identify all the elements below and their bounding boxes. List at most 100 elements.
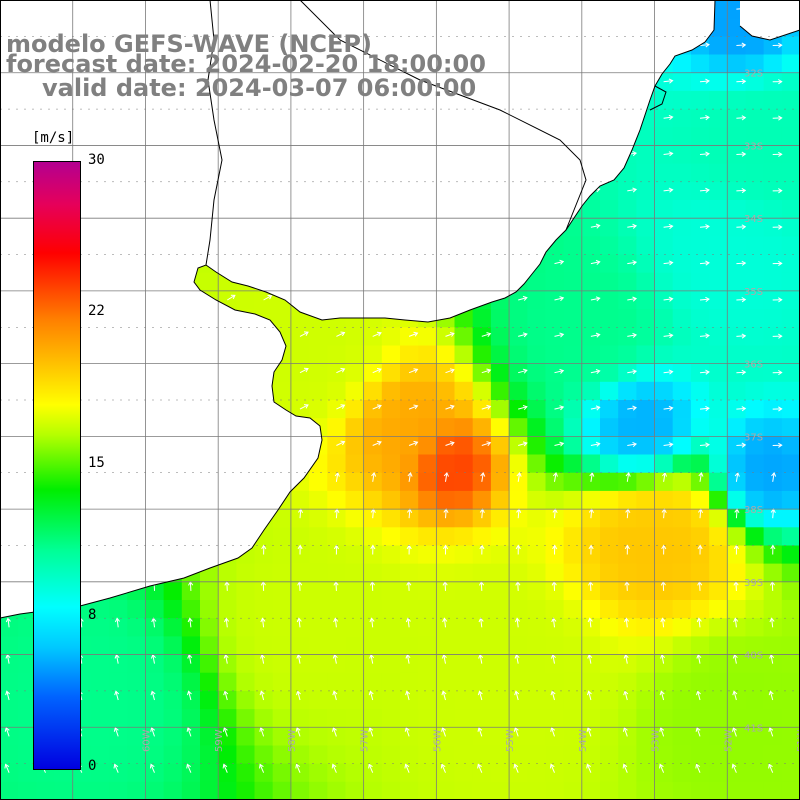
- wind-cell: [781, 490, 800, 510]
- wind-cell: [636, 254, 655, 274]
- wind-cell: [618, 272, 637, 292]
- wind-cell: [54, 781, 74, 800]
- wind-cell: [690, 54, 710, 74]
- wind-arrow-head: [449, 368, 455, 374]
- wind-cell: [636, 400, 655, 419]
- wind-cell: [709, 636, 728, 655]
- wind-arrow: [517, 472, 521, 482]
- wind-cell: [745, 290, 765, 310]
- wind-arrow-head: [404, 727, 410, 732]
- wind-arrow-head: [449, 332, 455, 337]
- wind-cell: [600, 527, 619, 546]
- wind-cell: [709, 581, 728, 601]
- wind-arrow-head: [668, 151, 674, 157]
- wind-cell: [600, 727, 619, 746]
- wind-cell: [418, 418, 437, 437]
- wind-arrow-head: [741, 224, 747, 230]
- wind-arrow-head: [660, 617, 666, 623]
- wind-cell: [454, 600, 474, 619]
- wind-cell: [727, 727, 746, 746]
- wind-cell: [709, 472, 728, 492]
- wind-cell: [563, 581, 583, 601]
- wind-cell: [18, 745, 37, 765]
- wind-arrow: [663, 334, 673, 337]
- wind-cell: [672, 527, 692, 546]
- wind-cell: [272, 690, 292, 710]
- wind-cell: [581, 763, 601, 783]
- wind-arrow-head: [741, 115, 747, 121]
- wind-cell: [781, 109, 800, 128]
- wind-arrow-head: [632, 332, 638, 338]
- wind-cell: [781, 381, 800, 401]
- wind-cell: [636, 563, 655, 583]
- wind-cell: [181, 745, 201, 765]
- wind-cell: [109, 763, 128, 783]
- wind-arrow-head: [741, 333, 747, 339]
- wind-cell: [490, 690, 510, 710]
- wind-cell: [327, 345, 346, 365]
- wind-cell: [690, 763, 710, 783]
- wind-cell: [545, 545, 565, 565]
- wind-cell: [545, 418, 565, 437]
- wind-cell: [163, 618, 183, 637]
- wind-cell: [163, 727, 183, 746]
- wind-arrow: [7, 618, 10, 628]
- wind-arrow: [372, 368, 382, 374]
- wind-arrow-head: [186, 763, 191, 769]
- wind-arrow: [736, 408, 746, 410]
- wind-cell: [563, 509, 583, 528]
- wind-cell: [254, 781, 274, 800]
- wind-cell: [490, 763, 510, 783]
- wind-cell: [490, 400, 510, 419]
- wind-cell: [454, 381, 474, 401]
- wind-cell: [472, 745, 492, 765]
- wind-cell: [345, 345, 365, 365]
- wind-cell: [690, 672, 710, 692]
- wind-arrow: [663, 152, 673, 155]
- wind-cell: [418, 636, 437, 655]
- wind-arrow-head: [586, 727, 592, 732]
- wind-cell: [400, 745, 419, 765]
- wind-cell: [781, 345, 800, 365]
- longitude-label: 56W: [432, 729, 443, 752]
- wind-cell: [690, 581, 710, 601]
- wind-cell: [309, 781, 328, 800]
- wind-arrow: [408, 581, 410, 591]
- wind-arrow: [332, 727, 337, 737]
- wind-cell: [690, 636, 710, 655]
- wind-cell: [327, 654, 346, 674]
- wind-cell: [600, 345, 619, 365]
- wind-cell: [581, 472, 601, 492]
- wind-cell: [509, 381, 528, 401]
- wind-cell: [218, 654, 237, 674]
- wind-arrow-head: [778, 369, 783, 376]
- wind-cell: [745, 309, 765, 328]
- wind-cell: [654, 654, 674, 674]
- wind-cell: [563, 527, 583, 546]
- wind-cell: [727, 636, 746, 655]
- wind-arrow-head: [733, 617, 739, 623]
- wind-arrow: [587, 727, 592, 737]
- wind-cell: [527, 345, 546, 365]
- wind-cell: [18, 763, 37, 783]
- wind-arrow-head: [661, 544, 667, 550]
- wind-cell: [618, 381, 637, 401]
- wind-cell: [418, 763, 437, 783]
- wind-cell: [600, 581, 619, 601]
- wind-cell: [272, 509, 292, 528]
- wind-cell: [581, 309, 601, 328]
- wind-cell: [545, 581, 565, 601]
- wind-cell: [327, 709, 346, 728]
- wind-arrow: [736, 371, 746, 374]
- wind-arrow: [481, 509, 484, 519]
- wind-cell: [290, 618, 310, 637]
- wind-arrow-head: [516, 471, 522, 477]
- wind-cell: [509, 654, 528, 674]
- wind-arrow-head: [368, 690, 374, 696]
- wind-cell: [418, 581, 437, 601]
- wind-cell: [709, 709, 728, 728]
- wind-arrow-head: [295, 727, 301, 732]
- wind-cell: [727, 672, 746, 692]
- wind-arrow-head: [522, 295, 528, 301]
- wind-cell: [654, 127, 674, 146]
